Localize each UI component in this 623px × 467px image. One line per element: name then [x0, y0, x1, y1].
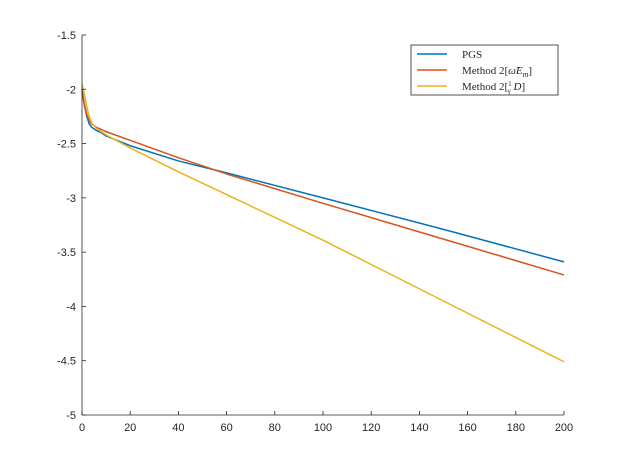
x-tick-label: 200 — [555, 422, 573, 434]
legend-label-method2-we-prefix: Method 2[ — [462, 65, 508, 77]
series-line-method2-we — [81, 92, 565, 276]
x-tick-label: 180 — [507, 422, 525, 434]
x-tick-label: 80 — [269, 422, 281, 434]
legend-label-method2-gd-frac-den: γ — [507, 87, 511, 95]
legend-label-method2-we-omega: ω̃E — [508, 65, 523, 77]
legend-label-pgs: PGS — [462, 49, 482, 61]
legend-label-method2-we-sub: m — [523, 70, 529, 79]
legend-label-method2-gd-suffix: ] — [521, 81, 525, 93]
legend-label-method2-gd-prefix: Method 2[ — [462, 81, 508, 93]
y-tick-label: -3 — [66, 193, 76, 205]
x-tick-label: 40 — [172, 422, 184, 434]
y-tick-label: -4.5 — [57, 356, 76, 368]
y-tick-label: -2.5 — [57, 139, 76, 151]
x-tick-label: 160 — [458, 422, 476, 434]
legend-label-method2-we: Method 2[ω̃Em] — [462, 65, 532, 79]
y-tick-label: -2 — [66, 84, 76, 96]
series-line-method2-gd — [81, 83, 565, 363]
y-tick-label: -5 — [66, 410, 76, 422]
y-axis: -1.5 -2 -2.5 -3 -3.5 -4 -4.5 -5 — [57, 30, 86, 422]
legend-label-method2-gd: Method 2[1 γ D] — [462, 80, 525, 95]
series-line-pgs — [81, 89, 565, 263]
x-tick-label: 20 — [124, 422, 136, 434]
legend-label-method2-gd-d: D — [511, 81, 522, 93]
x-tick-label: 120 — [362, 422, 380, 434]
legend-label-method2-we-suffix: ] — [528, 65, 532, 77]
x-tick-label: 0 — [79, 422, 85, 434]
x-tick-label: 100 — [314, 422, 332, 434]
y-tick-label: -4 — [66, 301, 76, 313]
y-tick-label: -3.5 — [57, 247, 76, 259]
x-tick-label: 60 — [220, 422, 232, 434]
legend: PGS Method 2[ω̃Em] Method 2[1 γ D] — [410, 44, 559, 96]
legend-label-method2-gd-frac-num: 1 — [508, 80, 512, 88]
x-axis: 0 20 40 60 80 100 120 140 160 180 200 — [79, 411, 573, 434]
x-tick-label: 140 — [410, 422, 428, 434]
y-tick-label: -1.5 — [57, 30, 76, 42]
series-lines — [81, 83, 565, 363]
